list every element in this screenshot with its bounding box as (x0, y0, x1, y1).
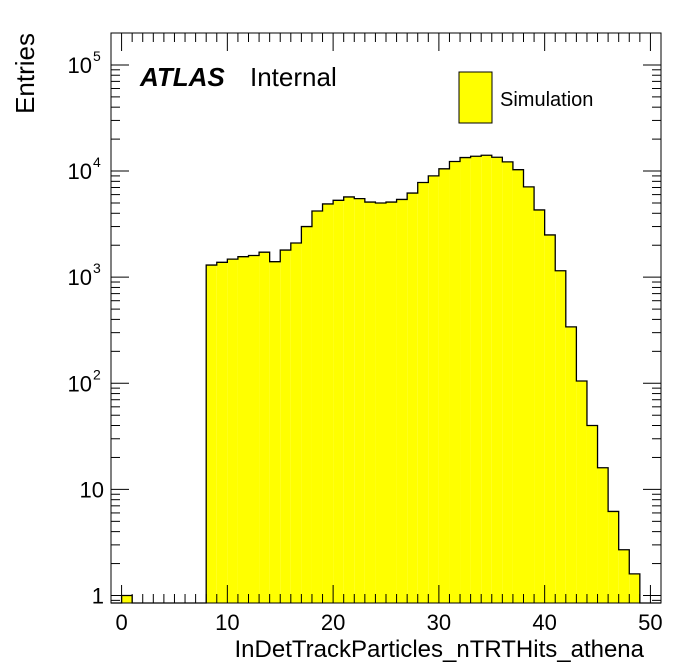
histogram-bar (555, 270, 566, 603)
histogram-bar (417, 182, 429, 603)
histogram-bar (227, 259, 238, 603)
histogram-bar (311, 211, 323, 604)
internal-label: Internal (250, 62, 337, 92)
histogram-bar (407, 193, 418, 603)
histogram-bar (386, 202, 397, 603)
histogram-bars (111, 154, 661, 604)
histogram-bar (237, 256, 249, 603)
histogram-bar (428, 175, 439, 603)
histogram-bar (629, 573, 640, 603)
x-tick-label: 30 (427, 610, 451, 635)
histogram-bar (248, 255, 260, 603)
histogram-bar (544, 234, 556, 604)
legend-swatch (458, 71, 493, 124)
histogram-bar (523, 186, 535, 604)
histogram-bar (259, 252, 270, 603)
histogram-bar (512, 169, 524, 604)
histogram-bar (206, 265, 217, 603)
histogram-bar (586, 425, 598, 603)
y-axis-label: Entries (10, 33, 40, 114)
histogram-bar (534, 209, 545, 603)
x-tick-label: 10 (215, 610, 239, 635)
atlas-label: ATLAS (139, 62, 225, 92)
y-tick-exponent: 4 (93, 154, 101, 170)
y-tick-label: 10 (68, 265, 92, 290)
histogram-bar (364, 202, 376, 603)
y-tick-label: 10 (80, 477, 104, 502)
histogram-bar (343, 196, 355, 604)
histogram-bar (354, 198, 365, 604)
histogram-bar (438, 168, 450, 603)
x-axis-label: InDetTrackParticles_nTRTHits_athena (235, 636, 645, 663)
histogram-bar (333, 200, 344, 604)
histogram-bar (460, 157, 471, 603)
histogram-outline (111, 154, 661, 604)
histogram-bar (216, 262, 228, 603)
histogram-bar (618, 549, 630, 603)
histogram-bar (597, 467, 609, 603)
legend-label: Simulation (500, 89, 593, 111)
x-tick-label: 20 (321, 610, 345, 635)
x-tick-label: 50 (638, 610, 662, 635)
x-tick-label: 0 (115, 610, 127, 635)
y-tick-label: 10 (68, 371, 92, 396)
histogram-bar (502, 161, 513, 603)
histogram-bar (449, 161, 461, 603)
histogram-bar (491, 157, 503, 604)
histogram-bar (608, 511, 619, 603)
y-tick-exponent: 5 (93, 48, 101, 64)
histogram-bar (301, 226, 312, 603)
histogram-bar (396, 199, 408, 603)
y-tick-label: 10 (68, 159, 92, 184)
histogram-bar (269, 261, 281, 603)
histogram-bar (280, 250, 291, 603)
y-tick-label: 10 (68, 53, 92, 78)
histogram-bar (576, 381, 587, 603)
x-tick-label: 40 (532, 610, 556, 635)
y-tick-label: 1 (92, 584, 104, 609)
histogram-bar (565, 326, 577, 603)
histogram-bar (322, 203, 334, 603)
y-tick-exponent: 2 (93, 366, 101, 382)
histogram-bar (375, 203, 386, 603)
histogram-bar (470, 156, 482, 603)
histogram-bar (121, 595, 133, 603)
histogram-bar (290, 242, 302, 603)
histogram-bar (481, 155, 492, 603)
y-tick-exponent: 3 (93, 260, 101, 276)
